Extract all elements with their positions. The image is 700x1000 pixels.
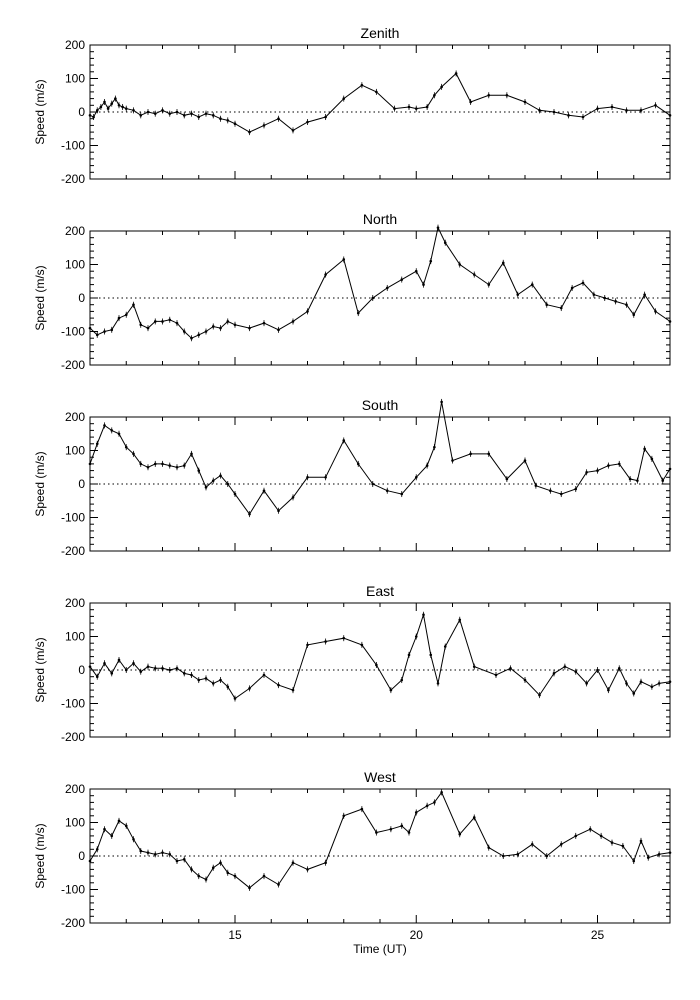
y-tick-label: 100 <box>65 444 85 458</box>
y-axis-label: Speed (m/s) <box>33 637 47 702</box>
y-tick-label: -100 <box>61 883 85 897</box>
y-tick-label: 0 <box>78 105 85 119</box>
y-tick-label: -200 <box>61 172 85 186</box>
y-tick-label: 0 <box>78 291 85 305</box>
chart-panel-zenith: Zenith 200 100 0 -100 -200 Speed (m/s) <box>33 25 672 186</box>
y-tick-label: -200 <box>61 730 85 744</box>
series-line <box>89 791 671 889</box>
chart-panel-west: West 200 100 0 -100 -200 15 20 25 Speed (m/s) Time… <box>33 769 672 956</box>
y-axis-label: Speed (m/s) <box>33 265 47 330</box>
y-tick-label: -200 <box>61 544 85 558</box>
chart-title: Zenith <box>361 25 400 41</box>
chart-panel-south: South 200 100 0 -100 -200 Speed (m/s) <box>33 397 672 558</box>
y-tick-label: 0 <box>78 849 85 863</box>
y-tick-label: 0 <box>78 477 85 491</box>
series-line <box>89 72 671 133</box>
x-tick-label: 25 <box>591 928 605 942</box>
chart-title: South <box>362 397 399 413</box>
series-line <box>89 614 671 700</box>
y-tick-label: -100 <box>61 511 85 525</box>
y-tick-label: 0 <box>78 663 85 677</box>
chart-panel-east: East 200 100 0 -100 -200 Speed (m/s) <box>33 583 672 744</box>
chart-title: West <box>364 769 396 785</box>
chart-title: North <box>363 211 397 227</box>
chart-title: East <box>366 583 394 599</box>
y-axis-label: Speed (m/s) <box>33 451 47 516</box>
y-tick-label: -100 <box>61 325 85 339</box>
chart-panel-north: North 200 100 0 -100 -200 Speed (m/s) <box>33 211 672 372</box>
y-tick-label: -200 <box>61 916 85 930</box>
y-tick-label: 100 <box>65 258 85 272</box>
y-tick-label: 200 <box>65 410 85 424</box>
y-tick-label: 200 <box>65 38 85 52</box>
y-axis-label: Speed (m/s) <box>33 79 47 144</box>
y-tick-label: -200 <box>61 358 85 372</box>
y-tick-label: 200 <box>65 224 85 238</box>
y-tick-label: 100 <box>65 72 85 86</box>
x-axis-label: Time (UT) <box>353 942 407 956</box>
y-axis-label: Speed (m/s) <box>33 823 47 888</box>
y-tick-label: -100 <box>61 139 85 153</box>
y-tick-label: 100 <box>65 630 85 644</box>
y-tick-label: 200 <box>65 782 85 796</box>
x-tick-label: 15 <box>228 928 242 942</box>
x-tick-label: 20 <box>410 928 424 942</box>
y-tick-label: -100 <box>61 697 85 711</box>
y-tick-label: 200 <box>65 596 85 610</box>
y-tick-label: 100 <box>65 816 85 830</box>
